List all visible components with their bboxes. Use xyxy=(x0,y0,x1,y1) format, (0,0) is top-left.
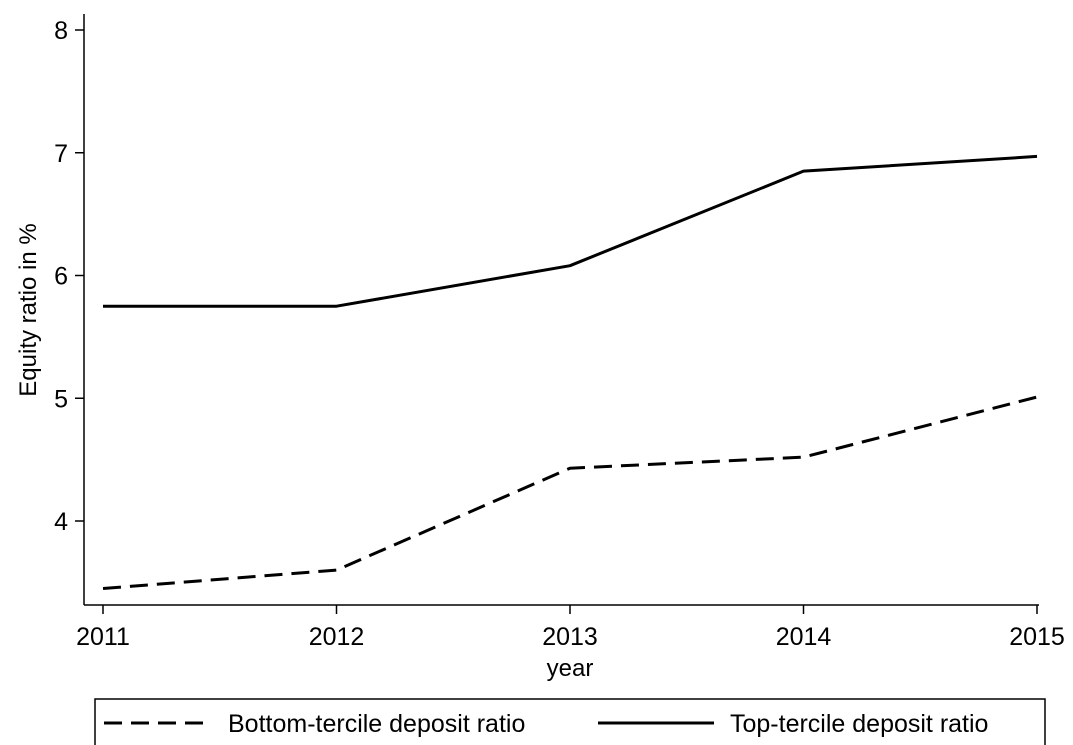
series-line-bottom-tercile xyxy=(102,395,1038,591)
x-axis-label: year xyxy=(547,655,594,682)
x-tick-label: 2013 xyxy=(542,623,598,651)
x-tick-label: 2015 xyxy=(1009,623,1065,651)
x-tick-label: 2011 xyxy=(76,623,130,651)
y-tick-label: 6 xyxy=(54,263,68,291)
y-tick-label: 8 xyxy=(54,17,68,45)
legend: Bottom-tercile deposit ratio Top-tercile … xyxy=(94,698,1046,745)
legend-label: Bottom-tercile deposit ratio xyxy=(228,710,525,738)
y-tick-label: 4 xyxy=(54,508,68,536)
y-axis-label: Equity ratio in % xyxy=(15,223,42,396)
series-lines xyxy=(102,154,1038,591)
x-tick-label: 2012 xyxy=(309,623,365,651)
y-tick-label: 7 xyxy=(54,140,68,168)
series-line-top-tercile xyxy=(103,154,1038,308)
y-ticks: 4 5 6 7 8 xyxy=(54,17,84,536)
x-tick-label: 2014 xyxy=(776,623,832,651)
axes xyxy=(83,14,1039,606)
x-ticks: 2011 2012 2013 2014 2015 xyxy=(76,605,1065,651)
legend-label: Top-tercile deposit ratio xyxy=(730,710,988,738)
y-tick-label: 5 xyxy=(54,385,68,413)
legend-box xyxy=(94,698,1046,745)
